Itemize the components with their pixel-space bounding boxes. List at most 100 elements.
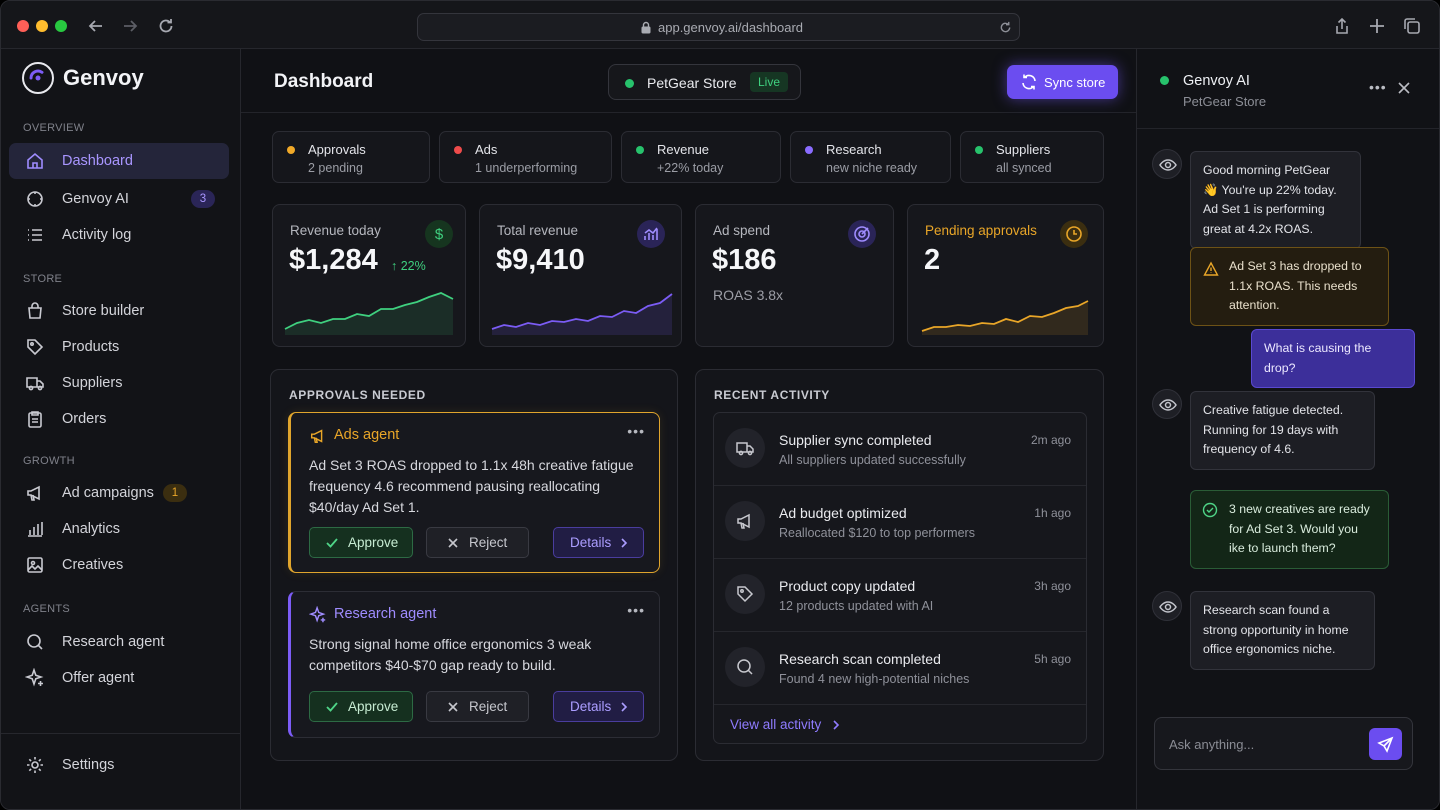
tabs-overview-icon[interactable] bbox=[1402, 16, 1422, 36]
share-icon[interactable] bbox=[1332, 16, 1352, 36]
forward-icon[interactable] bbox=[120, 16, 140, 36]
view-all-activity-link[interactable]: View all activity bbox=[730, 717, 840, 732]
back-icon[interactable] bbox=[86, 16, 106, 36]
status-chip-ads[interactable]: Ads 1 underperforming bbox=[439, 131, 612, 183]
send-icon bbox=[1377, 736, 1394, 753]
revenue-change: ↑ 22% bbox=[391, 259, 426, 273]
refresh-page-icon[interactable] bbox=[999, 21, 1012, 34]
sidebar-item-products[interactable]: Products bbox=[9, 329, 229, 365]
more-options-button[interactable]: ••• bbox=[627, 423, 645, 439]
store-status-dot bbox=[625, 79, 634, 88]
metric-pending-approvals[interactable]: Pending approvals 2 bbox=[907, 204, 1104, 347]
megaphone-icon bbox=[27, 485, 40, 501]
approve-button[interactable]: Approve bbox=[309, 691, 413, 722]
minimize-window-button[interactable] bbox=[36, 20, 48, 32]
chat-message-bot: Research scan found a strong opportunity… bbox=[1190, 591, 1375, 670]
activity-item[interactable]: Product copy updated 12 products updated… bbox=[714, 559, 1086, 632]
approve-button[interactable]: Approve bbox=[309, 527, 413, 558]
circle-icon bbox=[27, 191, 43, 207]
megaphone-icon bbox=[737, 513, 750, 529]
sidebar-item-orders[interactable]: Orders bbox=[9, 401, 229, 437]
revenue-sparkline bbox=[284, 292, 454, 335]
details-button[interactable]: Details bbox=[553, 691, 644, 722]
sidebar-item-label: Orders bbox=[62, 411, 107, 427]
close-window-button[interactable] bbox=[17, 20, 29, 32]
warning-icon bbox=[1203, 261, 1219, 276]
new-tab-icon[interactable] bbox=[1367, 16, 1387, 36]
sidebar-item-creatives[interactable]: Creatives bbox=[9, 547, 229, 583]
sidebar-item-store-builder[interactable]: Store builder bbox=[9, 293, 229, 329]
details-button[interactable]: Details bbox=[553, 527, 644, 558]
metric-value: $9,410 bbox=[496, 244, 585, 276]
sidebar-item-activity-log[interactable]: Activity log bbox=[9, 217, 229, 253]
activity-icon-wrap bbox=[725, 428, 765, 468]
gear-icon bbox=[27, 757, 43, 773]
card-title: Ads agent bbox=[334, 427, 400, 443]
sidebar-item-analytics[interactable]: Analytics bbox=[9, 511, 229, 547]
more-options-button[interactable]: ••• bbox=[627, 602, 645, 618]
card-body: Ad Set 3 ROAS dropped to 1.1x 48h creati… bbox=[309, 457, 634, 515]
metric-ad-spend[interactable]: Ad spend $186 ROAS 3.8x bbox=[695, 204, 894, 347]
status-sub: 1 underperforming bbox=[475, 161, 578, 175]
status-chip-suppliers[interactable]: Suppliers all synced bbox=[960, 131, 1104, 183]
sidebar-item-settings[interactable]: Settings bbox=[9, 747, 229, 783]
reload-icon[interactable] bbox=[156, 16, 176, 36]
ai-chat-panel: Genvoy AI PetGear Store ••• Good morning… bbox=[1136, 49, 1439, 809]
metric-value: 2 bbox=[924, 244, 941, 276]
sidebar-item-label: Analytics bbox=[62, 521, 121, 537]
x-icon bbox=[448, 702, 458, 712]
sidebar-item-label: Research agent bbox=[62, 634, 165, 650]
metric-label: Total revenue bbox=[497, 223, 579, 238]
sync-store-button[interactable]: Sync store bbox=[1007, 65, 1118, 99]
chat-input[interactable] bbox=[1169, 734, 1359, 754]
sidebar-item-ad-campaigns[interactable]: Ad campaigns 1 bbox=[9, 475, 229, 511]
activity-item[interactable]: Supplier sync completed All suppliers up… bbox=[714, 413, 1086, 486]
status-chip-research[interactable]: Research new niche ready bbox=[790, 131, 951, 183]
bar-chart-icon bbox=[28, 522, 43, 537]
bot-avatar bbox=[1152, 149, 1182, 179]
eye-icon bbox=[1159, 399, 1177, 411]
sidebar-item-suppliers[interactable]: Suppliers bbox=[9, 365, 229, 401]
chat-message-bot: Good morning PetGear 👋 You're up 22% tod… bbox=[1190, 151, 1361, 249]
truck-icon bbox=[26, 377, 44, 391]
main-header: Dashboard PetGear Store Live Sync store bbox=[241, 49, 1136, 113]
genvoy-logo bbox=[22, 62, 54, 94]
activity-time: 1h ago bbox=[1034, 506, 1071, 520]
bot-avatar bbox=[1152, 389, 1182, 419]
sidebar-item-offer-agent[interactable]: Offer agent bbox=[9, 660, 229, 696]
activity-sub: All suppliers updated successfully bbox=[779, 453, 966, 467]
list-icon bbox=[28, 229, 42, 241]
pending-sparkline bbox=[921, 300, 1089, 335]
search-icon bbox=[27, 634, 43, 650]
maximize-window-button[interactable] bbox=[55, 20, 67, 32]
megaphone-icon bbox=[310, 429, 323, 444]
close-icon[interactable] bbox=[1397, 81, 1411, 95]
eye-icon bbox=[1159, 159, 1177, 171]
activity-item[interactable]: Research scan completed Found 4 new high… bbox=[714, 632, 1086, 705]
reject-button[interactable]: Reject bbox=[426, 691, 529, 722]
status-sub: 2 pending bbox=[308, 161, 363, 175]
sidebar-item-genvoy-ai[interactable]: Genvoy AI 3 bbox=[9, 181, 229, 217]
sidebar-item-research-agent[interactable]: Research agent bbox=[9, 624, 229, 660]
activity-icon-wrap bbox=[725, 574, 765, 614]
status-chip-approvals[interactable]: Approvals 2 pending bbox=[272, 131, 430, 183]
sidebar-item-dashboard[interactable]: Dashboard bbox=[9, 143, 229, 179]
activity-item[interactable]: Ad budget optimized Reallocated $120 to … bbox=[714, 486, 1086, 559]
metric-total-revenue[interactable]: Total revenue $9,410 bbox=[479, 204, 682, 347]
metric-revenue-today[interactable]: Revenue today $1,284 ↑ 22% $ bbox=[272, 204, 466, 347]
approval-card-ads: Ads agent ••• Ad Set 3 ROAS dropped to 1… bbox=[288, 412, 660, 573]
chat-more-options-button[interactable]: ••• bbox=[1369, 79, 1387, 95]
status-dot bbox=[454, 146, 462, 154]
address-bar[interactable]: app.genvoy.ai/dashboard bbox=[417, 13, 1020, 41]
store-selector[interactable]: PetGear Store Live bbox=[608, 64, 801, 100]
activity-time: 5h ago bbox=[1034, 652, 1071, 666]
activity-icon-wrap bbox=[725, 647, 765, 687]
section-agents: AGENTS bbox=[23, 603, 71, 615]
status-chip-revenue[interactable]: Revenue +22% today bbox=[621, 131, 781, 183]
status-dot bbox=[975, 146, 983, 154]
chat-message-bot: Creative fatigue detected. Running for 1… bbox=[1190, 391, 1375, 470]
sync-icon bbox=[1022, 74, 1036, 90]
send-button[interactable] bbox=[1369, 728, 1402, 760]
reject-button[interactable]: Reject bbox=[426, 527, 529, 558]
sparkle-icon bbox=[25, 668, 44, 687]
